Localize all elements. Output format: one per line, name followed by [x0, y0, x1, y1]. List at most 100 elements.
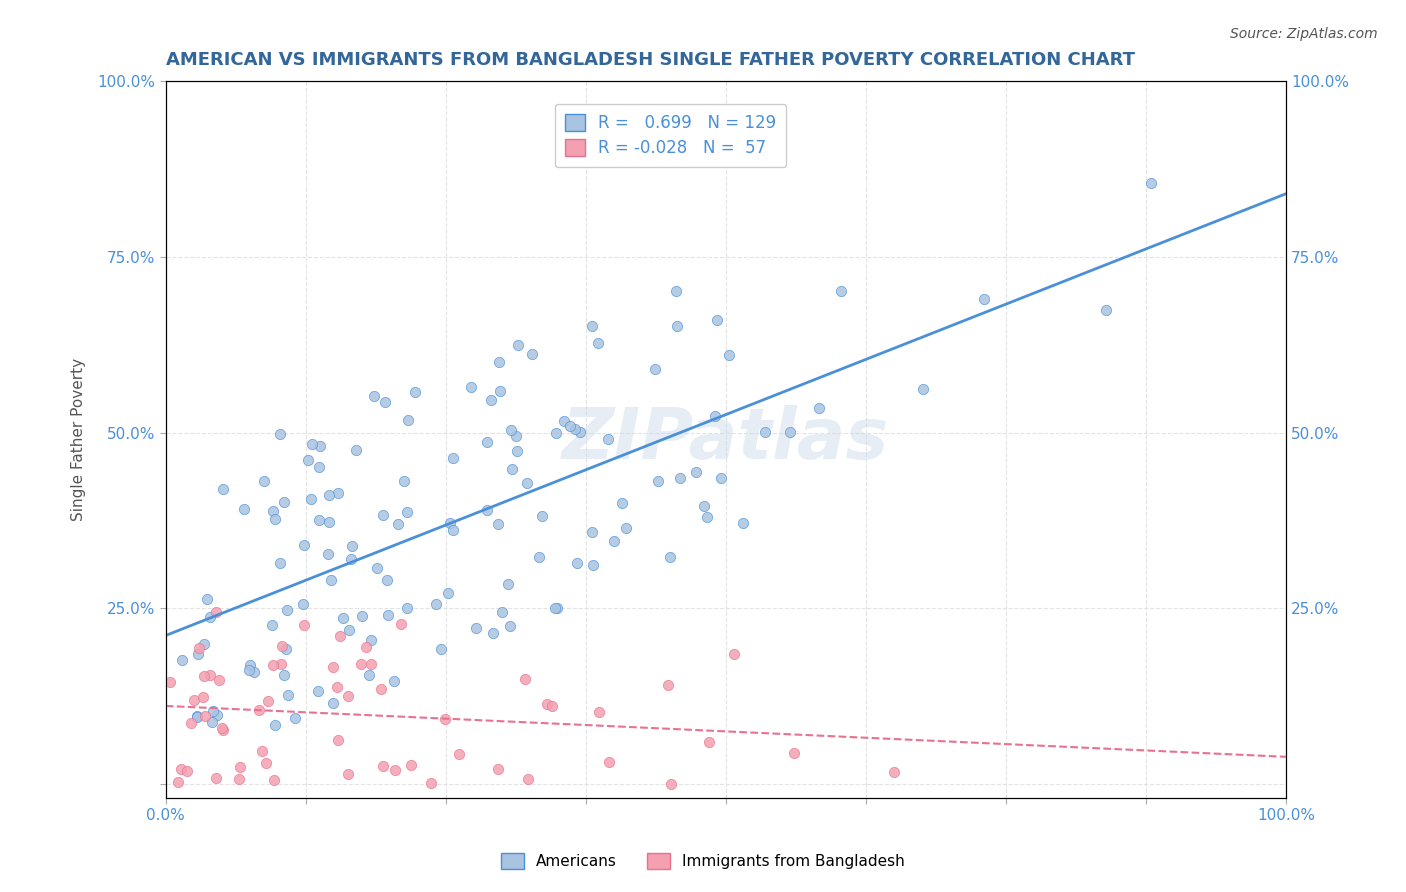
Point [830, 285, 852, 299]
Point [506, 337, 529, 351]
Point [488, 355, 510, 369]
Point [260, 618, 283, 632]
Point [598, 432, 620, 446]
Point [337, 623, 360, 637]
Point [202, 705, 225, 719]
Point [501, 423, 523, 437]
Point [668, 471, 690, 485]
Point [437, 586, 460, 600]
Point [325, 681, 347, 695]
Point [159, 674, 181, 689]
Point [194, 708, 217, 723]
Point [491, 605, 513, 619]
Point [375, 573, 398, 587]
Point [276, 641, 298, 656]
Point [501, 461, 523, 475]
Point [292, 617, 315, 632]
Point [195, 591, 218, 606]
Point [239, 658, 262, 673]
Point [271, 639, 294, 653]
Point [359, 668, 381, 682]
Point [779, 425, 801, 440]
Point [543, 601, 565, 615]
Point [505, 443, 527, 458]
Point [170, 652, 193, 666]
Point [498, 576, 520, 591]
Point [252, 743, 274, 757]
Point [201, 714, 224, 729]
Point [477, 434, 499, 449]
Point [269, 426, 291, 441]
Point [291, 597, 314, 611]
Point [247, 703, 270, 717]
Point [384, 763, 406, 777]
Point [434, 712, 457, 726]
Point [253, 474, 276, 488]
Point [723, 647, 745, 661]
Point [211, 721, 233, 735]
Point [546, 425, 568, 440]
Point [337, 690, 360, 704]
Point [911, 382, 934, 396]
Point [322, 659, 344, 673]
Point [513, 672, 536, 686]
Point [665, 284, 688, 298]
Point [292, 538, 315, 552]
Point [973, 292, 995, 306]
Point [318, 487, 340, 501]
Point [520, 347, 543, 361]
Point [717, 348, 740, 362]
Point [329, 629, 352, 643]
Point [336, 767, 359, 781]
Point [479, 393, 502, 408]
Point [373, 508, 395, 522]
Point [404, 385, 426, 400]
Point [212, 723, 235, 738]
Point [277, 688, 299, 702]
Point [588, 705, 610, 719]
Point [610, 496, 633, 510]
Point [193, 637, 215, 651]
Point [395, 505, 418, 519]
Point [603, 533, 626, 548]
Point [697, 735, 720, 749]
Point [647, 474, 669, 488]
Point [531, 508, 554, 523]
Point [564, 422, 586, 436]
Point [264, 512, 287, 526]
Point [170, 762, 193, 776]
Point [297, 453, 319, 467]
Point [387, 516, 409, 531]
Point [581, 525, 603, 540]
Point [439, 516, 461, 530]
Point [211, 482, 233, 496]
Point [1140, 176, 1163, 190]
Point [208, 673, 231, 687]
Point [425, 597, 447, 611]
Point [665, 319, 688, 334]
Point [276, 603, 298, 617]
Point [370, 682, 392, 697]
Point [541, 699, 564, 714]
Point [389, 616, 412, 631]
Point [377, 607, 399, 622]
Point [176, 764, 198, 778]
Point [186, 708, 208, 723]
Point [308, 513, 330, 527]
Point [187, 648, 209, 662]
Point [198, 667, 221, 681]
Point [166, 775, 188, 789]
Point [328, 485, 350, 500]
Point [565, 556, 588, 570]
Point [273, 495, 295, 509]
Point [308, 439, 330, 453]
Point [488, 384, 510, 399]
Point [475, 503, 498, 517]
Point [692, 499, 714, 513]
Point [807, 401, 830, 416]
Point [441, 523, 464, 537]
Point [332, 611, 354, 625]
Point [546, 601, 568, 615]
Point [363, 389, 385, 403]
Point [193, 690, 215, 704]
